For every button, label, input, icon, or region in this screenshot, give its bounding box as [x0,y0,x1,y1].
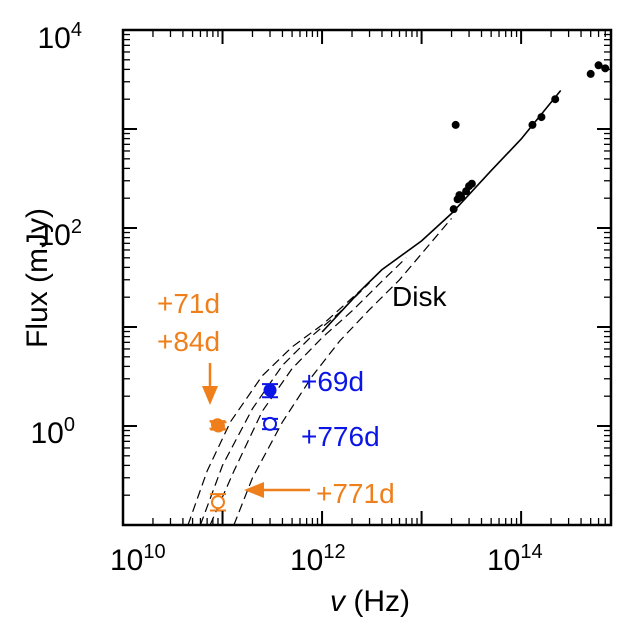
model-curve-solid-0 [321,89,562,333]
data-point-0-1 [449,205,458,214]
y-tick-label-4: 104 [38,19,83,55]
data-point-5-0 [210,495,225,510]
annotation-771d: +771d [316,478,395,509]
annotation-776d: +776d [301,421,380,452]
data-point-0-12 [594,61,603,70]
arrow-771d [244,482,310,498]
data-point-0-10 [551,95,560,104]
model-curve-dashed-3 [209,257,407,525]
y-tick-label-2: 102 [38,216,83,252]
data-point-0-7 [467,179,476,188]
annotation-69d: +69d [301,366,364,397]
model-curve-dashed-2 [199,282,370,525]
x-tick-label-10: 1010 [110,541,166,577]
plot-frame [121,28,613,527]
annotation-disk: Disk [392,281,447,312]
annotation-71d: +71d [157,288,220,319]
data-point-0-8 [528,120,537,129]
data-point-4-0 [211,419,225,433]
annotation-84d: +84d [157,326,220,357]
x-axis-title: v (Hz) [330,585,410,618]
model-curves [187,89,562,525]
data-point-1-0 [263,383,277,397]
data-point-0-11 [586,69,595,78]
x-tick-label-12: 1012 [290,541,346,577]
data-point-0-0 [451,120,460,129]
data-point-0-9 [537,113,546,122]
data-points [209,61,610,512]
x-tick-label-14: 1014 [487,541,543,577]
model-curve-dashed-1 [187,288,363,525]
y-tick-label-0: 100 [31,414,76,450]
data-point-0-4 [455,191,464,200]
model-curve-dashed-4 [233,218,452,525]
data-point-2-0 [263,416,278,431]
y-axis-title: Flux (mJy) [21,208,54,348]
arrow-71d-84d [202,363,218,405]
data-point-0-13 [601,64,610,73]
